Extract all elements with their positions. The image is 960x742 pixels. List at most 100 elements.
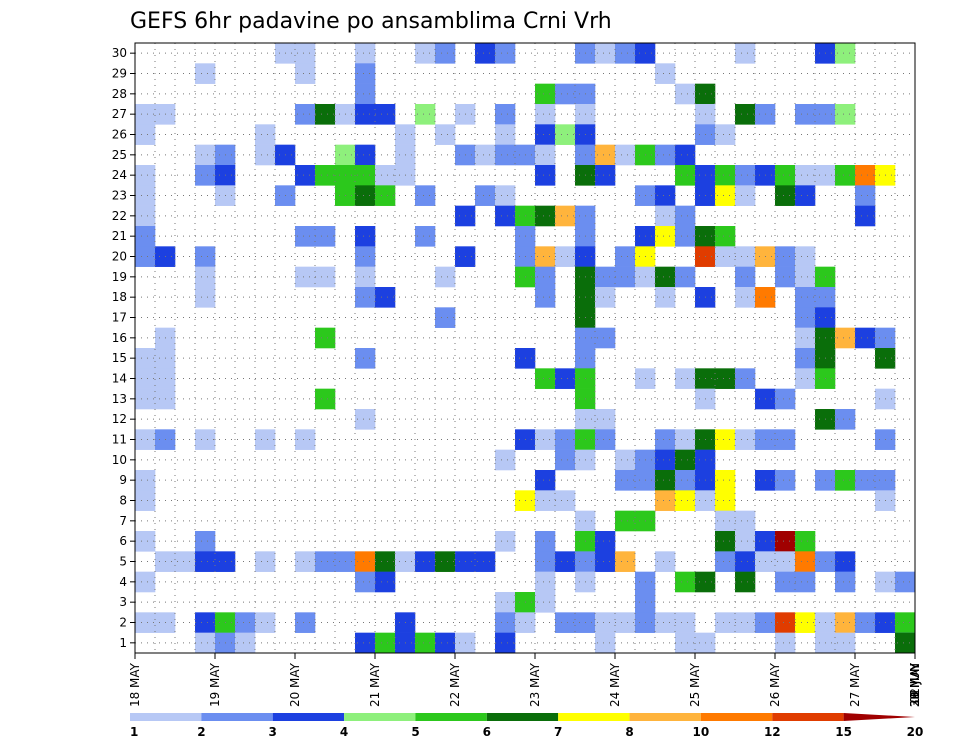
y-tick-label: 23: [112, 189, 127, 203]
heatmap-cell: [795, 307, 816, 328]
heatmap-cell: [295, 43, 316, 64]
x-tick-label: 28 MAY: [908, 662, 922, 707]
heatmap-cell: [495, 104, 516, 125]
heatmap-cell: [555, 612, 576, 633]
x-axis: 18 MAY 19 MAY 20 MAY 21 MAY 22 MAY 23 MAY 24 M…: [128, 653, 922, 707]
y-tick-label: 29: [112, 67, 127, 81]
colorbar-label: 3: [269, 725, 277, 739]
heatmap-cell: [855, 470, 876, 491]
heatmap-cell: [355, 144, 376, 166]
y-tick-label: 8: [119, 494, 127, 508]
heatmap-cell: [295, 429, 316, 450]
heatmap-cell: [595, 429, 616, 450]
heatmap-cell: [655, 144, 676, 166]
heatmap-cell: [355, 246, 376, 267]
y-tick-label: 20: [112, 250, 127, 264]
heatmap-cell: [135, 388, 156, 410]
heatmap-cell: [715, 226, 736, 247]
heatmap-cell: [555, 368, 576, 389]
heatmap-cell: [675, 368, 696, 389]
heatmap-cell: [675, 429, 696, 450]
heatmap-cell: [675, 144, 696, 166]
heatmap-cell: [535, 144, 556, 166]
heatmap-cell: [195, 266, 216, 288]
heatmap-cell: [495, 124, 516, 145]
heatmap-cell: [535, 490, 556, 511]
y-tick-label: 6: [119, 534, 127, 548]
y-tick-label: 15: [112, 351, 127, 365]
heatmap-cell: [775, 165, 796, 186]
heatmap-cell: [375, 165, 396, 186]
heatmap-cell: [195, 531, 216, 552]
heatmap-cell: [535, 124, 556, 145]
heatmap-cell: [735, 612, 756, 633]
colorbar-label: 10: [693, 725, 710, 739]
y-tick-label: 22: [112, 209, 127, 223]
heatmap-cell: [195, 287, 216, 308]
heatmap-cell: [615, 470, 636, 491]
heatmap-cell: [855, 612, 876, 633]
x-tick-label: 27 MAY: [848, 662, 862, 707]
heatmap-cell: [775, 551, 796, 572]
heatmap-cell: [715, 165, 736, 186]
heatmap-cell: [375, 287, 396, 308]
y-tick-label: 26: [112, 128, 127, 142]
heatmap-cell: [235, 612, 256, 633]
heatmap-cell: [655, 266, 676, 288]
heatmap-cell: [675, 165, 696, 186]
heatmap-cell: [715, 510, 736, 532]
heatmap-cell: [835, 470, 856, 491]
heatmap-cell: [315, 165, 336, 186]
heatmap-cell: [715, 124, 736, 145]
y-tick-label: 10: [112, 453, 127, 467]
x-tick-label: 19 MAY: [208, 662, 222, 707]
heatmap-cell: [355, 409, 376, 430]
heatmap-cell: [595, 327, 616, 349]
heatmap-cell: [775, 246, 796, 267]
heatmap-cell: [295, 63, 316, 84]
y-tick-label: 21: [112, 229, 127, 243]
heatmap-cell: [655, 287, 676, 308]
heatmap-cell: [715, 429, 736, 450]
y-tick-label: 1: [119, 636, 127, 650]
heatmap-cell: [535, 104, 556, 125]
heatmap-cell: [895, 632, 916, 654]
heatmap-cell: [715, 531, 736, 552]
grid-lines: [135, 43, 915, 653]
heatmap-cell: [435, 124, 456, 145]
heatmap-cell: [775, 470, 796, 491]
colorbar-swatch: [344, 713, 416, 721]
heatmap-cell: [475, 185, 496, 206]
heatmap-cell: [535, 470, 556, 491]
heatmap-cell: [835, 165, 856, 186]
heatmap-cell: [735, 571, 756, 593]
heatmap-cell: [435, 632, 456, 654]
y-tick-label: 30: [112, 46, 127, 60]
colorbar-swatch: [201, 713, 273, 721]
heatmap-cell: [855, 327, 876, 349]
heatmap-cell: [315, 226, 336, 247]
heatmap-cell: [355, 632, 376, 654]
heatmap-cell: [355, 266, 376, 288]
heatmap-cell: [375, 551, 396, 572]
y-tick-label: 4: [119, 575, 127, 589]
y-tick-label: 12: [112, 412, 127, 426]
heatmap-cell: [715, 185, 736, 206]
heatmap-cell: [675, 612, 696, 633]
heatmap-cell: [495, 185, 516, 206]
heatmap-cell: [555, 246, 576, 267]
heatmap-cell: [775, 429, 796, 450]
x-tick-label: 01 JUN: [908, 663, 922, 703]
heatmap-cell: [135, 104, 156, 125]
y-tick-label: 9: [119, 473, 127, 487]
heatmap-cell: [495, 632, 516, 654]
heatmap-cell: [795, 612, 816, 633]
x-tick-label: 30 MAY: [908, 662, 922, 707]
heatmap-cell: [475, 551, 496, 572]
heatmap-cell: [675, 449, 696, 471]
heatmap-cell: [355, 226, 376, 247]
heatmap-cell: [795, 266, 816, 288]
heatmap-cell: [195, 63, 216, 84]
heatmap-cell: [295, 551, 316, 572]
heatmap-cell: [735, 368, 756, 389]
